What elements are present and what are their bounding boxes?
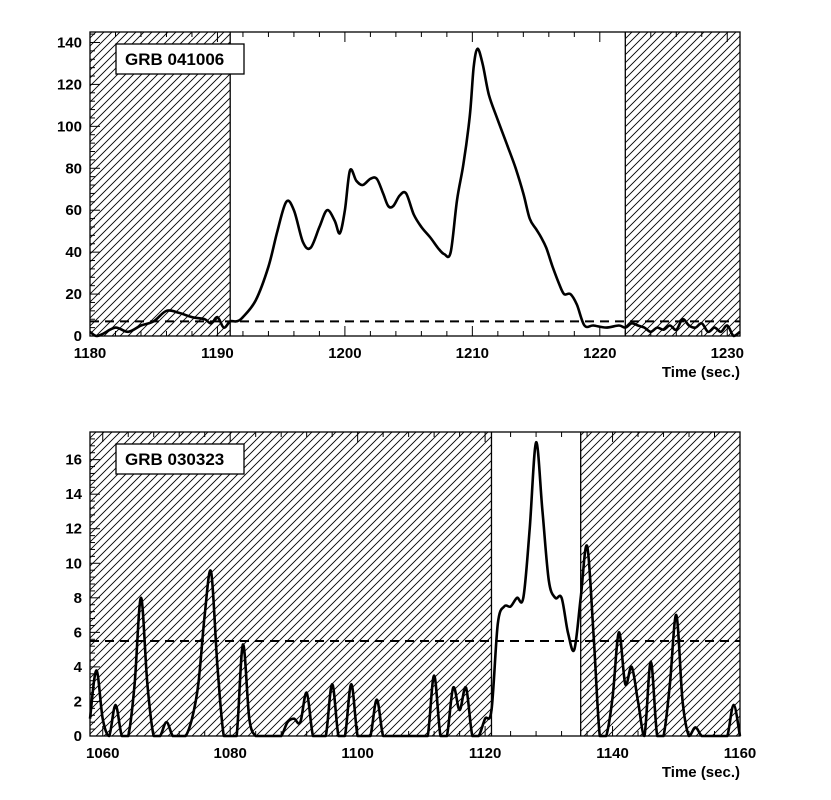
legend-label: GRB 030323 (125, 450, 224, 469)
x-tick-label: 1060 (86, 745, 119, 762)
axis-ticks (89, 32, 728, 337)
x-tick-label: 1120 (469, 745, 502, 762)
y-tick-label: 2 (74, 693, 82, 710)
x-tick-label: 1080 (214, 745, 247, 762)
y-tick-label: 10 (65, 555, 82, 572)
hatched-region-1 (580, 432, 740, 736)
x-tick-label: 1100 (341, 745, 374, 762)
y-tick-label: 6 (74, 624, 82, 641)
x-tick-labels: 1060 1080 1100 1120 1140 1160 (86, 745, 756, 762)
x-tick-label: 1160 (724, 745, 757, 762)
legend-box: GRB 041006 (115, 43, 245, 75)
x-tick-label: 1220 (583, 345, 616, 362)
y-tick-label: 0 (74, 328, 82, 345)
y-tick-label: 120 (57, 76, 82, 93)
x-tick-label: 1180 (74, 345, 107, 362)
x-tick-label: 1200 (328, 345, 361, 362)
y-tick-labels: 0 2 4 6 8 10 12 14 16 (65, 452, 82, 745)
y-tick-label: 12 (65, 521, 82, 538)
y-tick-label: 40 (65, 244, 82, 261)
y-tick-labels: 0 20 40 60 80 100 120 140 (57, 34, 82, 345)
x-axis-title: Time (sec.) (662, 764, 740, 781)
light-curve (89, 47, 741, 338)
y-tick-label: 4 (74, 659, 83, 676)
hatched-region-0 (90, 32, 231, 336)
hatched-region-0 (90, 432, 492, 736)
grb-030323-panel: 0 2 4 6 8 10 12 14 16 1060 1080 1100 1120 1140 1160 G… (65, 431, 756, 781)
y-tick-label: 8 (74, 590, 82, 607)
y-tick-label: 14 (65, 486, 82, 503)
y-tick-label: 140 (57, 34, 82, 51)
excluded-regions (90, 32, 740, 336)
x-axis-title: Time (sec.) (662, 364, 740, 381)
x-tick-label: 1230 (711, 345, 744, 362)
legend-box: GRB 030323 (115, 443, 245, 475)
hatched-region-1 (625, 32, 740, 336)
legend-label: GRB 041006 (125, 50, 224, 69)
x-tick-label: 1190 (201, 345, 234, 362)
x-tick-label: 1210 (456, 345, 489, 362)
plot-frame (89, 31, 741, 337)
y-tick-label: 100 (57, 118, 82, 135)
plot-frame (89, 431, 741, 737)
y-tick-label: 0 (74, 728, 82, 745)
x-tick-labels: 1180 1190 1200 1210 1220 1230 (74, 345, 744, 362)
excluded-regions (90, 432, 740, 736)
y-tick-label: 16 (65, 452, 82, 469)
y-tick-label: 60 (65, 202, 82, 219)
axis-ticks (90, 431, 741, 737)
y-tick-label: 20 (65, 286, 82, 303)
x-tick-label: 1140 (596, 745, 629, 762)
y-tick-label: 80 (65, 160, 82, 177)
